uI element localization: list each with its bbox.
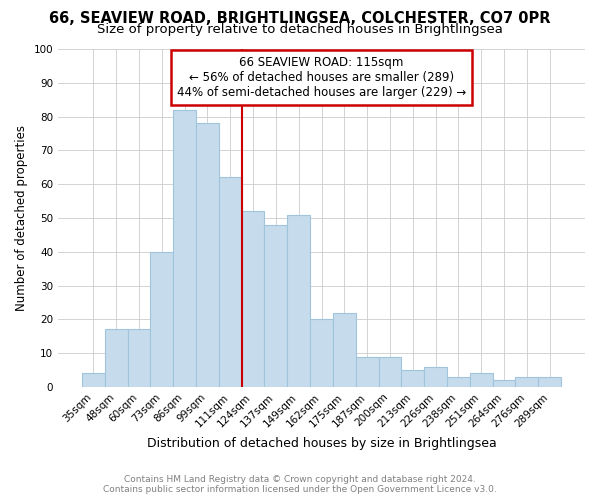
Bar	[82, 374, 105, 387]
Bar	[173, 110, 196, 387]
Bar	[538, 377, 561, 387]
Bar	[333, 312, 356, 387]
Bar	[219, 178, 242, 387]
Bar	[356, 356, 379, 387]
Bar	[242, 211, 265, 387]
Bar	[265, 224, 287, 387]
Y-axis label: Number of detached properties: Number of detached properties	[15, 125, 28, 311]
Bar	[287, 214, 310, 387]
Bar	[447, 377, 470, 387]
X-axis label: Distribution of detached houses by size in Brightlingsea: Distribution of detached houses by size …	[146, 437, 496, 450]
Bar	[310, 320, 333, 387]
Bar	[128, 330, 151, 387]
Bar	[515, 377, 538, 387]
Bar	[424, 366, 447, 387]
Text: 66 SEAVIEW ROAD: 115sqm
← 56% of detached houses are smaller (289)
44% of semi-d: 66 SEAVIEW ROAD: 115sqm ← 56% of detache…	[177, 56, 466, 99]
Text: Contains HM Land Registry data © Crown copyright and database right 2024.
Contai: Contains HM Land Registry data © Crown c…	[103, 474, 497, 494]
Bar	[196, 124, 219, 387]
Bar	[151, 252, 173, 387]
Bar	[401, 370, 424, 387]
Bar	[470, 374, 493, 387]
Bar	[493, 380, 515, 387]
Bar	[379, 356, 401, 387]
Bar	[105, 330, 128, 387]
Text: Size of property relative to detached houses in Brightlingsea: Size of property relative to detached ho…	[97, 22, 503, 36]
Text: 66, SEAVIEW ROAD, BRIGHTLINGSEA, COLCHESTER, CO7 0PR: 66, SEAVIEW ROAD, BRIGHTLINGSEA, COLCHES…	[49, 11, 551, 26]
